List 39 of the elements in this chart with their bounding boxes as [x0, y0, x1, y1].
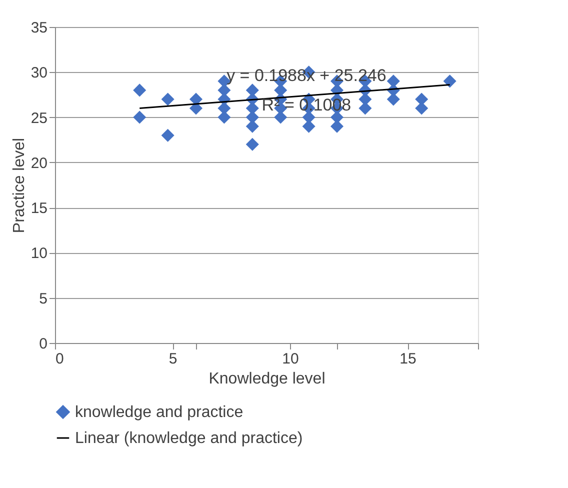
legend-label: knowledge and practice — [75, 404, 244, 421]
point — [246, 84, 259, 97]
point — [302, 120, 316, 133]
x-tick-label: 0 — [56, 350, 64, 368]
point — [274, 84, 288, 97]
point — [415, 102, 428, 115]
y-tick-label: 20 — [30, 154, 48, 172]
y-tick-label: 15 — [30, 200, 48, 218]
point — [218, 84, 231, 97]
point — [330, 120, 344, 133]
y-tick-label: 0 — [39, 336, 48, 352]
y-axis-title: Practice level — [10, 138, 28, 234]
point — [246, 120, 259, 133]
point — [415, 92, 428, 106]
point — [246, 110, 259, 124]
point — [386, 74, 400, 88]
point — [161, 92, 174, 106]
x-tick-label: 5 — [168, 350, 178, 368]
point — [358, 92, 372, 106]
point — [246, 102, 259, 115]
point — [386, 92, 400, 106]
point — [302, 110, 316, 124]
y-tick-label: 35 — [30, 20, 48, 36]
point — [218, 110, 231, 124]
point — [274, 110, 288, 124]
legend-label: Linear (knowledge and practice) — [75, 430, 303, 447]
point — [161, 128, 174, 142]
y-tick-label: 5 — [39, 290, 48, 308]
point — [246, 138, 259, 151]
x-tick-label: 10 — [282, 350, 299, 368]
y-tick-label: 30 — [30, 64, 48, 82]
point — [358, 102, 372, 115]
x-tick-label: 15 — [400, 350, 416, 368]
point — [443, 74, 456, 88]
y-tick-label: 25 — [30, 110, 48, 127]
point — [133, 110, 146, 124]
y-tick-label: 10 — [30, 245, 48, 262]
point — [133, 84, 146, 97]
x-axis-title: Knowledge level — [208, 370, 326, 388]
